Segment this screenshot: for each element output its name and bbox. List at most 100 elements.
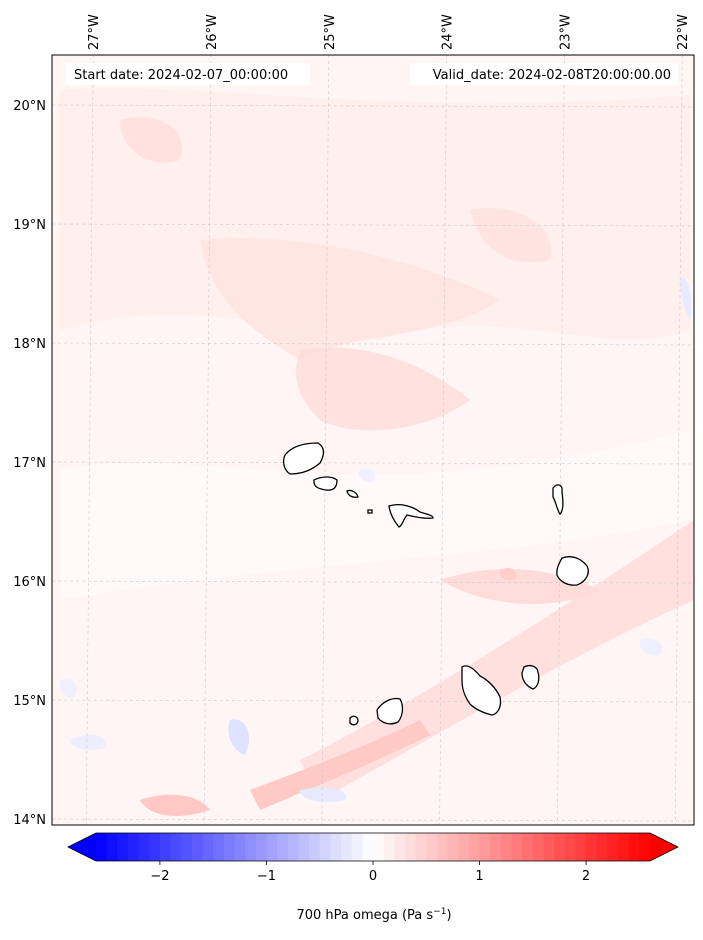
island-santiago <box>461 665 502 716</box>
latitude-labels: 20°N 19°N 18°N 17°N 16°N 15°N 14°N <box>13 99 46 828</box>
colorbar-segment <box>383 833 395 861</box>
colorbar-segment <box>106 833 118 861</box>
colorbar-segment <box>543 833 555 861</box>
colorbar-label: 700 hPa omega (Pa s−1) <box>296 907 451 923</box>
colorbar-segment <box>596 833 608 861</box>
colorbar-segment <box>447 833 459 861</box>
colorbar-tick-label: 2 <box>582 869 590 884</box>
colorbar-segment <box>287 833 299 861</box>
island-raso <box>367 509 373 514</box>
island-maio <box>521 665 540 690</box>
colorbar-segment <box>96 833 108 861</box>
island-santo-antao <box>283 442 325 475</box>
parallel-line <box>52 461 694 465</box>
colorbar-segment <box>639 833 651 861</box>
longitude-label: 24°W <box>441 14 456 50</box>
valid-date-box <box>410 63 678 85</box>
colorbar-max-extend <box>650 833 678 861</box>
longitude-label: 25°W <box>323 14 338 50</box>
colorbar-segment <box>213 833 225 861</box>
colorbar-segment <box>362 833 374 861</box>
colorbar-segment <box>564 833 576 861</box>
colorbar-segment <box>234 833 246 861</box>
colorbar-segment <box>351 833 363 861</box>
map-frame <box>51 54 695 826</box>
parallel-line <box>52 342 694 346</box>
colorbar-segment <box>628 833 640 861</box>
colorbar-segment <box>202 833 214 861</box>
parallel-line <box>52 580 694 584</box>
colorbar-segment <box>138 833 150 861</box>
latitude-label: 14°N <box>13 813 46 828</box>
colorbar-outline <box>67 832 679 862</box>
colorbar-segment <box>309 833 321 861</box>
colorbar-segment <box>266 833 278 861</box>
colorbar-segment <box>245 833 257 861</box>
colorbar-segment <box>117 833 129 861</box>
colorbar-tick-label: 0 <box>369 869 377 884</box>
parallel-line <box>52 104 694 108</box>
island-sao-nicolau <box>388 504 434 528</box>
colorbar-segment <box>394 833 406 861</box>
colorbar-segment <box>330 833 342 861</box>
colorbar-segment <box>607 833 619 861</box>
graticule <box>52 55 694 825</box>
colorbar-segment <box>490 833 502 861</box>
parallel-line <box>52 223 694 227</box>
colorbar-segment <box>532 833 544 861</box>
colorbar-ticks: −2 −1 0 1 2 <box>150 861 590 884</box>
colorbar-segment <box>415 833 427 861</box>
meridian-line <box>85 55 94 825</box>
meridian-line <box>674 55 683 825</box>
colorbar-segment <box>479 833 491 861</box>
longitude-label: 23°W <box>558 14 573 50</box>
island-brava <box>349 715 359 726</box>
island-fogo <box>376 697 404 725</box>
start-date-label: Start date: 2024-02-07_00:00:00 <box>74 68 288 83</box>
colorbar-segment <box>159 833 172 861</box>
latitude-label: 18°N <box>13 337 46 352</box>
colorbar-min-extend <box>68 833 96 861</box>
island-sal <box>552 484 564 515</box>
island-sao-vicente <box>313 476 338 491</box>
colorbar-tick-label: −2 <box>150 869 169 884</box>
colorbar-segment <box>468 833 481 861</box>
latitude-label: 20°N <box>13 99 46 114</box>
colorbar-segment <box>255 833 267 861</box>
colorbar-segment <box>436 833 449 861</box>
colorbar-segment <box>511 833 523 861</box>
parallel-line <box>52 699 694 703</box>
island-boa-vista <box>556 556 589 586</box>
latitude-label: 19°N <box>13 218 46 233</box>
island-santa-luzia <box>346 489 359 498</box>
latitude-label: 17°N <box>13 456 46 471</box>
coastlines <box>283 442 589 726</box>
meridian-line <box>321 55 330 825</box>
colorbar-segment <box>373 833 385 861</box>
colorbar-segment <box>426 833 438 861</box>
meridian-line <box>439 55 447 825</box>
colorbar-segment <box>181 833 193 861</box>
colorbar-segment <box>223 833 235 861</box>
longitude-label: 26°W <box>205 14 220 50</box>
colorbar-segment <box>191 833 204 861</box>
colorbar-segment <box>341 833 353 861</box>
colorbar-segment <box>586 833 598 861</box>
valid-date-label: Valid_date: 2024-02-08T20:00:00.00 <box>433 68 671 83</box>
longitude-label: 22°W <box>676 14 691 50</box>
colorbar-segment <box>404 833 417 861</box>
colorbar-segment <box>554 833 566 861</box>
colorbar-segment <box>458 833 470 861</box>
latitude-label: 15°N <box>13 694 46 709</box>
colorbar-segment <box>319 833 331 861</box>
colorbar-segment <box>170 833 182 861</box>
parallel-line <box>52 818 694 822</box>
colorbar <box>67 832 679 862</box>
colorbar-segment <box>575 833 587 861</box>
colorbar-tick-label: 1 <box>475 869 483 884</box>
colorbar-tick-label: −1 <box>257 869 276 884</box>
meridian-line <box>557 55 565 825</box>
omega-field <box>52 55 694 825</box>
colorbar-segment <box>277 833 289 861</box>
